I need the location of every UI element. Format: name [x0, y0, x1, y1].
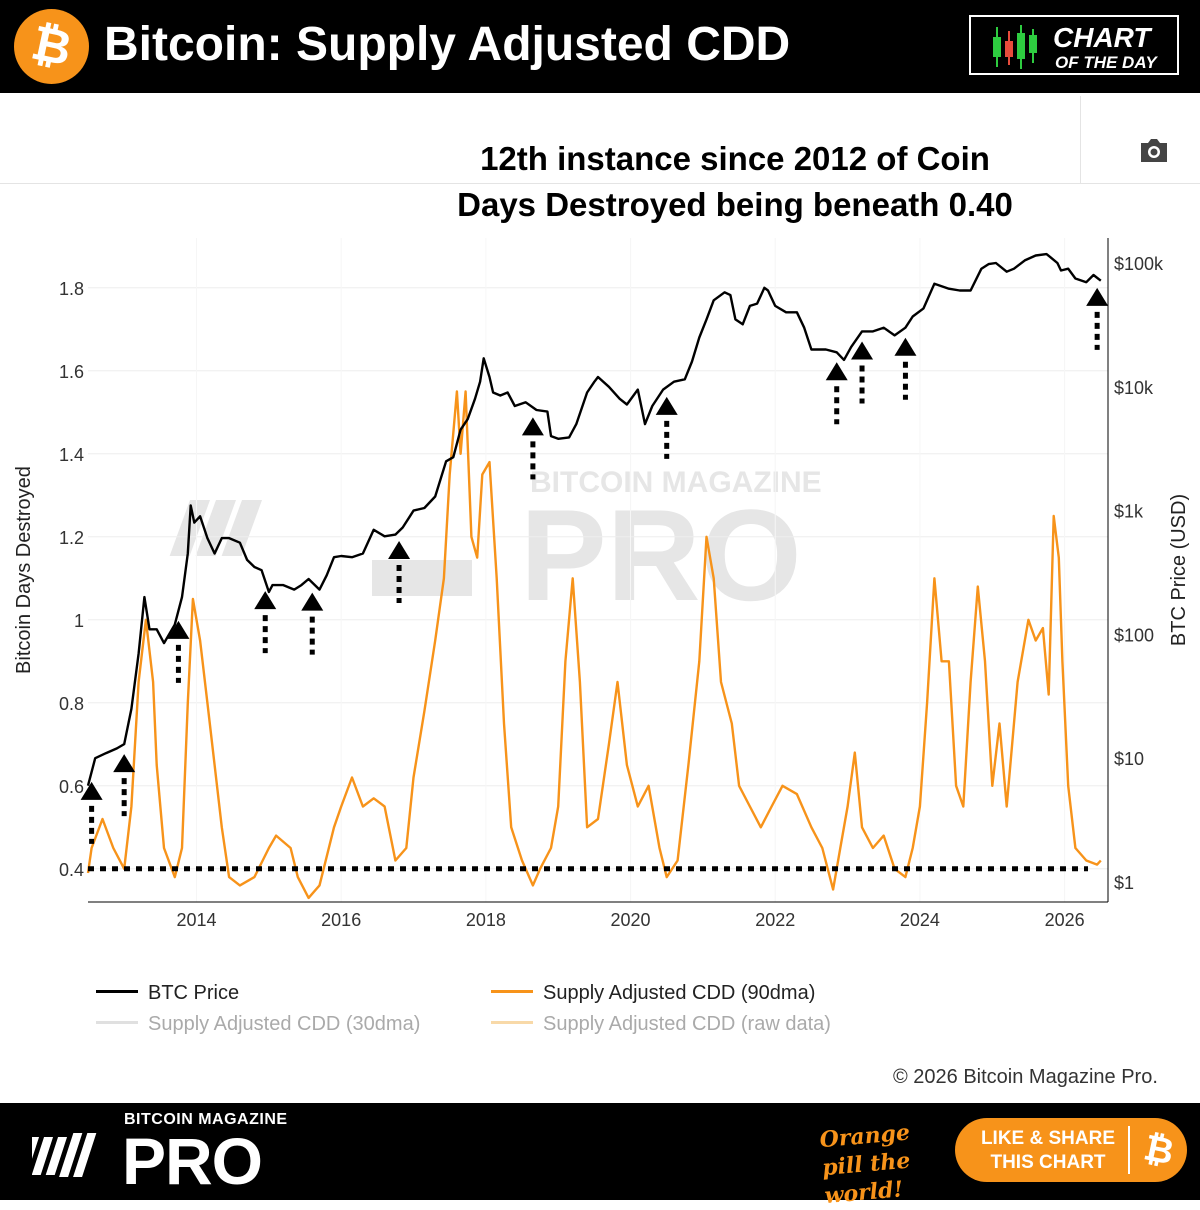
badge-line-1: CHART — [1053, 22, 1151, 53]
legend-swatch-btc-price — [96, 990, 138, 993]
x-tick-label: 2024 — [900, 910, 940, 930]
marker-arrow-icon — [521, 417, 544, 436]
legend-cdd-30dma[interactable]: Supply Adjusted CDD (30dma) — [148, 1013, 421, 1035]
bitcoin-logo-icon: ₿ — [14, 9, 89, 84]
cdd-chart: BITCOIN MAGAZINE PRO 0.4 0.6 0.8 1 1.2 1.4 1.6… — [13, 238, 1190, 930]
legend-cdd-raw[interactable]: Supply Adjusted CDD (raw data) — [543, 1013, 831, 1035]
legend-cdd-90dma[interactable]: Supply Adjusted CDD (90dma) — [543, 982, 816, 1004]
marker-arrow-icon — [851, 341, 874, 360]
y-tick-label: 1.6 — [59, 362, 84, 382]
watermark-small-text: BITCOIN MAGAZINE — [530, 466, 822, 499]
bitcoin-magazine-pro-logo-icon — [32, 1133, 97, 1177]
bitcoin-icon: ₿ — [1140, 1126, 1178, 1173]
series-line-btc-price — [86, 252, 1102, 787]
marker-arrow-icon — [113, 754, 136, 773]
footer-slogan: Orange pill the world! — [818, 1119, 912, 1210]
x-tick-label: 2016 — [321, 910, 361, 930]
footer-bar: BITCOIN MAGAZINE PRO Orange pill the wor… — [0, 1103, 1200, 1209]
marker-arrow-icon — [894, 337, 917, 356]
candlestick-icon — [993, 25, 1037, 69]
y-axis-label: Bitcoin Days Destroyed — [13, 466, 35, 674]
y2-tick-label: $10 — [1114, 749, 1144, 769]
like-share-button[interactable]: LIKE & SHARE THIS CHART ₿ — [955, 1118, 1187, 1182]
footer-brand-big: PRO — [122, 1124, 263, 1198]
y2-axis-label: BTC Price (USD) — [1168, 494, 1190, 646]
modebar-divider — [1080, 96, 1081, 183]
marker-arrow-icon — [825, 362, 848, 381]
watermark: BITCOIN MAGAZINE PRO — [169, 466, 822, 628]
y-tick-label: 0.6 — [59, 777, 84, 797]
x-tick-label: 2022 — [755, 910, 795, 930]
annotation-line-1: 12th instance since 2012 of Coin — [480, 140, 990, 177]
marker-arrow-icon — [1086, 287, 1109, 306]
marker-arrow-icon — [167, 620, 190, 639]
camera-icon[interactable] — [1138, 136, 1170, 164]
annotation-line-2: Days Destroyed being beneath 0.40 — [457, 186, 1013, 223]
y2-tick-label: $100k — [1114, 254, 1164, 274]
watermark-big-text: PRO — [520, 482, 802, 628]
x-tick-label: 2026 — [1045, 910, 1085, 930]
y2-tick-label: $1 — [1114, 873, 1134, 893]
marker-arrow-icon — [301, 592, 324, 611]
badge-line-2: OF THE DAY — [1055, 53, 1157, 72]
y2-tick-label: $10k — [1114, 378, 1154, 398]
y-tick-label: 1 — [74, 611, 84, 631]
y-tick-label: 1.2 — [59, 528, 84, 548]
annotation-text: 12th instance since 2012 of Coin Days De… — [380, 136, 1090, 228]
like-share-label: LIKE & SHARE THIS CHART — [980, 1128, 1116, 1173]
marker-arrow-icon — [388, 541, 411, 560]
y2-tick-label: $1k — [1114, 502, 1144, 522]
y-tick-label: 1.4 — [59, 445, 84, 465]
footer-brand-small: BITCOIN MAGAZINE — [124, 1111, 288, 1128]
copyright-text: © 2026 Bitcoin Magazine Pro. — [893, 1066, 1158, 1088]
legend-btc-price[interactable]: BTC Price — [148, 982, 240, 1004]
y-tick-label: 0.4 — [59, 860, 84, 880]
x-tick-label: 2018 — [466, 910, 506, 930]
legend-swatch-cdd-30dma — [96, 1021, 138, 1024]
series-line-cdd-90dma — [86, 390, 1102, 900]
header-bar: ₿ Bitcoin: Supply Adjusted CDD CHART OF … — [0, 0, 1200, 93]
x-tick-label: 2020 — [611, 910, 651, 930]
page-title: Bitcoin: Supply Adjusted CDD — [104, 18, 791, 71]
y2-tick-label: $100 — [1114, 625, 1154, 645]
marker-arrow-icon — [80, 781, 103, 800]
y-tick-label: 0.8 — [59, 694, 84, 714]
marker-arrow-icon — [655, 396, 678, 415]
chart-of-the-day-badge: CHART OF THE DAY — [969, 15, 1179, 75]
like-share-divider — [1128, 1126, 1130, 1174]
legend-swatch-cdd-raw — [491, 1021, 533, 1024]
y-tick-label: 1.8 — [59, 279, 84, 299]
legend-swatch-cdd-90dma — [491, 990, 533, 993]
modebar-separator — [0, 183, 1200, 184]
marker-arrow-icon — [254, 591, 277, 610]
x-tick-label: 2014 — [176, 910, 216, 930]
